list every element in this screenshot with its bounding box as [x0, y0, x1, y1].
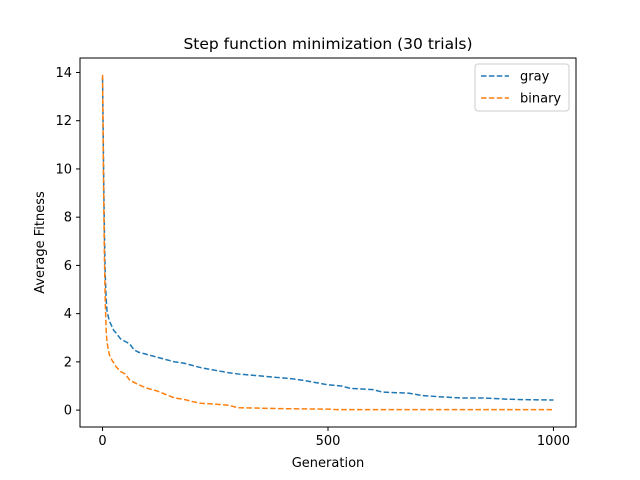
y-tick-label: 4 [64, 307, 72, 322]
y-tick-label: 2 [64, 355, 72, 370]
y-tick-label: 10 [55, 162, 72, 177]
axes: 0 500 1000 0 2 4 6 8 10 12 14 [55, 57, 577, 449]
legend-label-gray: gray [520, 70, 550, 85]
y-tick-label: 8 [64, 211, 72, 226]
y-tick-label: 6 [64, 259, 72, 274]
legend: gray binary [474, 63, 570, 112]
y-axis-label: Average Fitness [33, 191, 48, 294]
series-line-gray [101, 77, 554, 401]
legend-label-binary: binary [520, 92, 561, 107]
y-tick-label: 14 [55, 66, 72, 81]
y-tick-label: 0 [64, 404, 72, 419]
chart-title: Step function minimization (30 trials) [183, 35, 472, 53]
x-tick-label: 1000 [537, 434, 570, 449]
axes-frame [79, 57, 577, 428]
y-tick-label: 12 [55, 114, 72, 129]
x-tick-label: 500 [316, 434, 341, 449]
x-axis-label: Generation [292, 456, 365, 471]
plot-area [101, 74, 554, 411]
x-tick-label: 0 [98, 434, 106, 449]
series-line-binary [101, 74, 554, 411]
